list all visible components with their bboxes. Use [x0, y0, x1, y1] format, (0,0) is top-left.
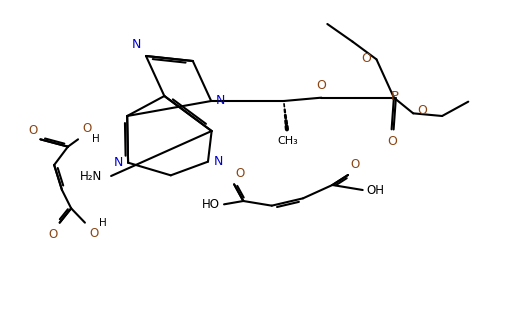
Text: O: O: [362, 52, 372, 65]
Text: O: O: [350, 158, 360, 171]
Text: H₂N: H₂N: [80, 169, 102, 182]
Text: H: H: [99, 218, 107, 228]
Text: O: O: [317, 79, 326, 92]
Text: O: O: [29, 124, 38, 137]
Text: O: O: [82, 122, 91, 135]
Text: N: N: [214, 155, 223, 168]
Text: N: N: [216, 94, 226, 107]
Text: N: N: [132, 38, 141, 51]
Text: O: O: [48, 228, 57, 241]
Text: O: O: [388, 135, 397, 148]
Text: O: O: [89, 227, 98, 240]
Text: OH: OH: [367, 184, 385, 197]
Text: P: P: [391, 90, 399, 103]
Text: O: O: [417, 104, 427, 117]
Text: H: H: [92, 134, 100, 144]
Text: CH₃: CH₃: [278, 136, 298, 146]
Text: O: O: [235, 167, 244, 180]
Text: N: N: [114, 156, 123, 169]
Text: HO: HO: [202, 198, 220, 211]
